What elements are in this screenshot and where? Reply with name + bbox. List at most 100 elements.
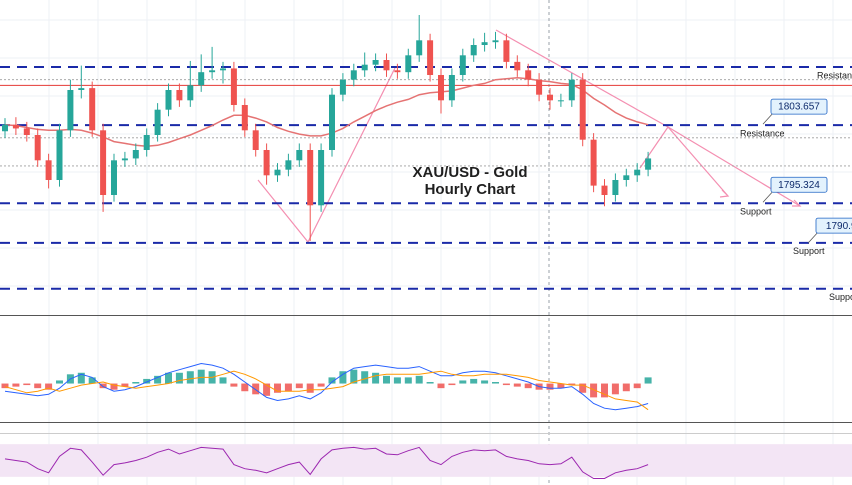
macd-histogram-bar: [513, 383, 521, 387]
macd-histogram-bar: [459, 380, 467, 384]
macd-histogram-bar: [328, 377, 336, 384]
macd-histogram-bar: [437, 383, 445, 389]
macd-histogram-bar: [426, 382, 434, 384]
macd-histogram-bar: [1, 383, 9, 389]
candle-body: [209, 70, 216, 73]
price-tag-box: [770, 98, 828, 115]
candle-body: [339, 79, 346, 95]
candle-body: [438, 75, 444, 101]
macd-histogram-bar: [263, 383, 271, 396]
candle-body: [634, 169, 641, 176]
candle-body: [45, 160, 52, 180]
tag-leader: [807, 231, 819, 244]
macd-histogram-bar: [88, 377, 96, 384]
level-label: Support: [829, 292, 852, 302]
candle-body: [318, 150, 325, 206]
chart-title: Hourly Chart: [425, 181, 516, 198]
macd-histogram-bar: [121, 383, 129, 387]
candle-body: [361, 64, 368, 71]
price-tag: 1803.657: [778, 102, 820, 113]
candle-body: [89, 88, 96, 131]
macd-histogram-bar: [252, 383, 260, 395]
macd-histogram-bar: [372, 372, 380, 384]
tag-leader: [762, 112, 774, 125]
macd-line: [4, 362, 649, 411]
candle-body: [78, 88, 85, 90]
macd-histogram-bar: [143, 378, 151, 384]
candle-body: [296, 150, 303, 161]
candle-layer: [2, 15, 652, 241]
candle-body: [274, 169, 281, 176]
macd-histogram-bar: [481, 380, 489, 384]
macd-histogram-bar: [165, 372, 172, 384]
macd-histogram-bar: [393, 377, 401, 384]
rsi-band: [0, 444, 852, 477]
candle-body: [459, 55, 466, 75]
price-tag-box: [770, 176, 828, 193]
candle-body: [579, 79, 586, 140]
candle-body: [568, 79, 575, 101]
macd-histogram-bar: [415, 375, 423, 384]
macd-histogram-bar: [132, 382, 140, 384]
macd-histogram-bar: [274, 383, 281, 393]
macd-histogram-bar: [644, 377, 652, 384]
level-label: Resistance: [817, 70, 852, 80]
tag-leader: [762, 190, 774, 203]
macd-histogram-bar: [601, 383, 608, 398]
candle-body: [241, 105, 248, 131]
candle-body: [612, 180, 619, 195]
candle-body: [12, 124, 19, 129]
macd-histogram-bar: [219, 377, 227, 384]
candle-body: [372, 60, 379, 65]
candle-body: [285, 160, 292, 170]
signal-line: [4, 370, 649, 411]
macd-histogram-bar: [361, 371, 369, 384]
candle-body: [503, 40, 510, 62]
macd-histogram-bar: [99, 383, 107, 389]
candle-body: [165, 90, 172, 110]
macd-histogram-bar: [12, 383, 20, 387]
macd-histogram-bar: [45, 383, 53, 390]
candle-body: [448, 75, 455, 101]
macd-histogram-bar: [186, 371, 194, 384]
macd-histogram-bar: [23, 383, 31, 386]
macd-histogram-bar: [492, 382, 499, 384]
candle-body: [34, 135, 41, 161]
candle-body: [601, 185, 608, 195]
macd-histogram-bar: [350, 369, 358, 384]
candle-body: [525, 70, 532, 80]
chart-title: XAU/USD - Gold: [413, 164, 528, 181]
macd-histogram-bar: [383, 375, 390, 384]
candle-body: [100, 130, 107, 195]
price-tag-box: [815, 217, 852, 234]
level-layer: [0, 66, 852, 290]
macd-histogram-bar: [611, 383, 619, 395]
macd-histogram-bar: [317, 383, 325, 387]
candle-body: [329, 94, 335, 150]
candle-body: [121, 158, 128, 161]
candle-body: [198, 72, 205, 86]
candle-body: [111, 160, 117, 195]
macd-histogram-bar: [448, 383, 456, 386]
rsi-line: [4, 446, 649, 479]
candle-body: [481, 42, 488, 45]
candle-body: [56, 130, 63, 180]
candle-body: [645, 158, 652, 170]
macd-histogram-bar: [470, 378, 478, 384]
macd-histogram-bar: [502, 383, 510, 386]
macd-histogram-bar: [56, 380, 63, 384]
macd-histogram-bar: [197, 369, 205, 384]
candle-body: [187, 85, 194, 101]
candle-body: [547, 94, 553, 101]
macd-histogram-bar: [546, 383, 554, 390]
candle-body: [176, 90, 183, 101]
macd-histogram-bar: [230, 383, 238, 387]
macd-histogram-bar: [339, 371, 347, 384]
candle-body: [623, 175, 630, 180]
macd-histogram-bar: [557, 383, 565, 389]
candle-body: [405, 55, 412, 73]
macd-histogram-bar: [77, 372, 85, 384]
candle-body: [536, 79, 543, 95]
candle-body: [143, 135, 150, 150]
